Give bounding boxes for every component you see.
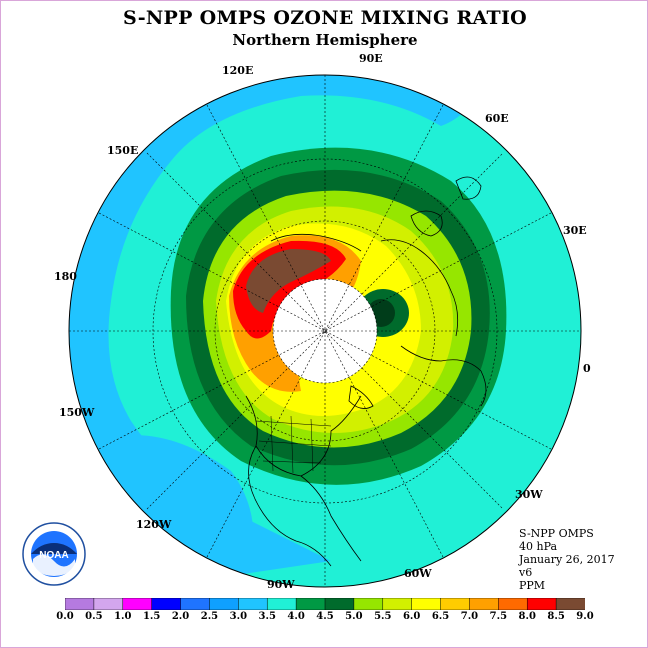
colorbar-segment bbox=[411, 598, 442, 610]
lon-label-60e: 60E bbox=[485, 112, 509, 125]
pressure-level-text: 40 hPa bbox=[519, 540, 558, 553]
lon-label-120w: 120W bbox=[136, 518, 172, 531]
lon-label-150w: 150W bbox=[59, 406, 95, 419]
colorbar-tick-label: 1.5 bbox=[142, 611, 161, 622]
lon-label-120e: 120E bbox=[222, 64, 254, 77]
colorbar-segment bbox=[151, 598, 182, 610]
colorbar-segment bbox=[238, 598, 268, 610]
colorbar-tick-label: 3.5 bbox=[258, 611, 276, 622]
lon-label-0: 0 bbox=[583, 362, 591, 375]
colorbar-tick-label: 4.0 bbox=[287, 611, 305, 622]
colorbar-tick-label: 5.5 bbox=[374, 611, 392, 622]
noaa-logo-text: NOAA bbox=[39, 550, 68, 561]
colorbar-segment bbox=[93, 598, 124, 610]
colorbar-tick-label: 8.5 bbox=[547, 611, 565, 622]
colorbar-segment bbox=[266, 598, 297, 610]
colorbar-tick-label: 0.0 bbox=[56, 611, 74, 622]
colorbar-tick-label: 3.0 bbox=[229, 611, 248, 622]
units-text: PPM bbox=[519, 579, 546, 592]
colorbar-segment bbox=[382, 598, 413, 610]
colorbar-tick-label: 4.5 bbox=[316, 611, 334, 622]
colorbar-tick-label: 0.5 bbox=[85, 611, 103, 622]
colorbar-tick-label: 6.5 bbox=[431, 611, 450, 622]
colorbar-segment bbox=[295, 598, 326, 610]
colorbar-segment bbox=[498, 598, 528, 610]
noaa-logo: NOAA bbox=[22, 522, 86, 586]
colorbar-tick-label: 7.5 bbox=[489, 611, 508, 622]
colorbar-segment bbox=[209, 598, 240, 610]
version-text: v6 bbox=[519, 566, 533, 579]
instrument-text: S-NPP OMPS bbox=[519, 527, 594, 540]
colorbar-tick-label: 9.0 bbox=[576, 611, 594, 622]
colorbar-segment bbox=[180, 598, 211, 610]
colorbar-tick-label: 1.0 bbox=[114, 611, 132, 622]
colorbar-tick-label: 2.5 bbox=[200, 611, 219, 622]
lon-label-60w: 60W bbox=[404, 567, 432, 580]
lon-label-150e: 150E bbox=[107, 144, 139, 157]
field-max-brown bbox=[246, 249, 331, 313]
graticule bbox=[69, 75, 581, 587]
colorbar-segment bbox=[469, 598, 500, 610]
colorbar-tick-label: 7.0 bbox=[460, 611, 479, 622]
colorbar-tick-label: 8.0 bbox=[518, 611, 536, 622]
coastlines bbox=[245, 176, 487, 567]
state-boundaries bbox=[255, 415, 332, 474]
colorbar-segment bbox=[555, 598, 585, 610]
metadata-block: S-NPP OMPS 40 hPa January 26, 2017 v6 PP… bbox=[519, 527, 615, 592]
colorbar-segment bbox=[65, 598, 95, 610]
colorbar-segment bbox=[324, 598, 355, 610]
lon-label-30e: 30E bbox=[563, 224, 587, 237]
colorbar-segment bbox=[526, 598, 557, 610]
colorbar-segment bbox=[122, 598, 153, 610]
colorbar-tick-labels: 0.0 0.5 1.0 1.5 2.0 2.5 3.0 3.5 4.0 4.5 5.0 5.5 6.0 6… bbox=[1, 611, 647, 625]
colorbar-segment bbox=[440, 598, 471, 610]
colorbar-segment bbox=[353, 598, 384, 610]
colorbar bbox=[65, 598, 585, 610]
colorbar-tick-label: 5.0 bbox=[345, 611, 363, 622]
globe-outline bbox=[68, 74, 582, 588]
lon-label-90e: 90E bbox=[359, 52, 383, 65]
colorbar-tick-label: 6.0 bbox=[402, 611, 421, 622]
figure-subtitle: Northern Hemisphere bbox=[232, 31, 418, 49]
figure-title: S-NPP OMPS OZONE MIXING RATIO bbox=[122, 7, 528, 29]
lon-label-180: 180 bbox=[54, 270, 77, 283]
lon-label-90w: 90W bbox=[267, 578, 295, 591]
lon-label-30w: 30W bbox=[515, 488, 543, 501]
date-text: January 26, 2017 bbox=[519, 553, 615, 566]
colorbar-tick-label: 2.0 bbox=[171, 611, 190, 622]
